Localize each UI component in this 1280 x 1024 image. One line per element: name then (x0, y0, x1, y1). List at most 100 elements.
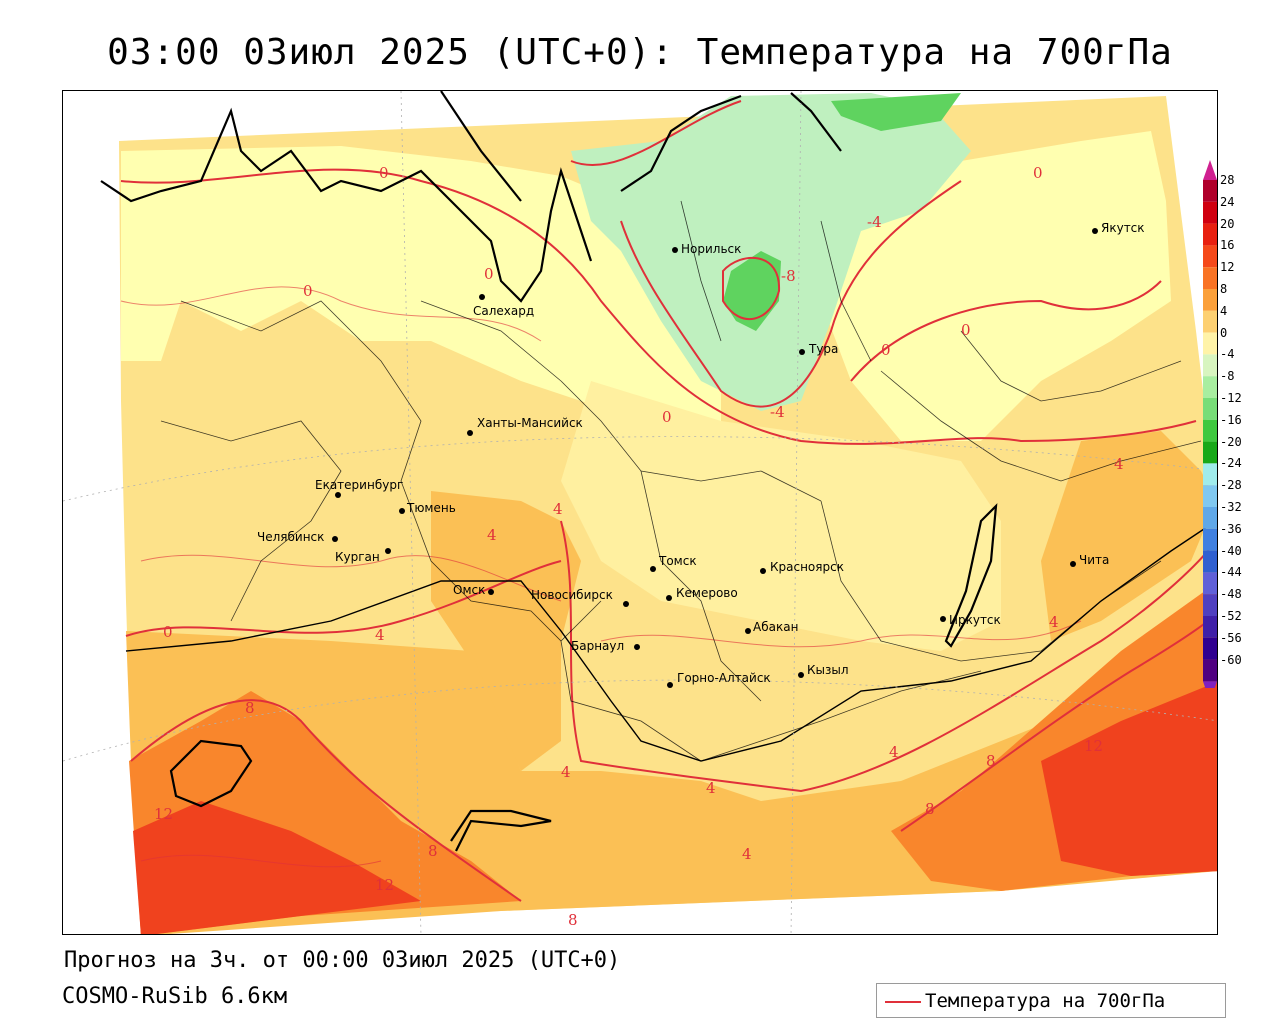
isoline-label: 12 (1084, 737, 1103, 755)
scale-tick-label: 20 (1220, 216, 1235, 231)
isoline-label: 8 (986, 752, 996, 770)
scale-swatch (1203, 376, 1217, 398)
scale-swatch (1203, 201, 1217, 224)
legend-line-swatch (885, 1001, 921, 1003)
isoline-label: 0 (484, 265, 494, 283)
city-abakan[interactable]: Абакан (745, 620, 798, 634)
city-label-norilsk: Норильск (681, 242, 741, 256)
model-info: COSMO-RuSib 6.6км (62, 984, 288, 1009)
scale-swatch (1203, 572, 1217, 595)
state-border (125, 520, 1217, 762)
city-yekaterinburg[interactable]: Екатеринбург (315, 478, 403, 498)
scale-swatch (1203, 528, 1217, 551)
city-irkutsk[interactable]: Иркутск (940, 613, 1001, 627)
isolines (120, 100, 1217, 902)
city-tyumen[interactable]: Тюмень (399, 501, 456, 515)
scale-tick-label: -28 (1220, 478, 1242, 493)
isoline-label: 4 (1049, 613, 1059, 631)
zone-0-siberia (561, 381, 1001, 651)
city-salekhard[interactable]: Салехард (473, 294, 534, 318)
scale-swatch (1203, 550, 1217, 573)
city-label-kyzyl: Кызыл (807, 663, 849, 677)
isoline-labels: 0 0 0 0 0 0 0 0 -4 -8 -4 4 4 4 4 4 4 4 4… (154, 164, 1124, 929)
zone-0-west (121, 146, 721, 421)
scale-tick-label: 28 (1220, 173, 1235, 187)
scale-top-arrow (1203, 160, 1217, 180)
city-gorno-altaysk[interactable]: Горно-Алтайск (667, 671, 771, 688)
city-norilsk[interactable]: Норильск (672, 242, 741, 256)
zone-cold-4 (571, 93, 971, 411)
scale-swatch (1203, 441, 1217, 464)
scale-tick-label: -60 (1220, 652, 1242, 667)
scale-tick-label: -40 (1220, 543, 1242, 558)
isoline-label: 4 (375, 626, 385, 644)
isoline-label: -4 (770, 403, 785, 421)
isoline-label: 0 (163, 623, 173, 641)
isoline-label: 0 (881, 341, 891, 359)
isoline-label: -4 (867, 213, 882, 231)
isoline-label: 4 (561, 763, 571, 781)
scale-tick-label: -16 (1220, 412, 1242, 427)
isoline-label: 0 (961, 321, 971, 339)
legend: Температура на 700гПа (876, 983, 1226, 1018)
city-label-irkutsk: Иркутск (949, 613, 1001, 627)
city-kurgan[interactable]: Курган (335, 548, 391, 564)
isoline-label: 4 (553, 500, 563, 518)
scale-swatch (1203, 180, 1217, 202)
zone-12-southwest (133, 801, 421, 934)
scale-tick-label: -32 (1220, 500, 1242, 514)
city-omsk[interactable]: Омск (453, 583, 494, 597)
city-khanty-mansiysk[interactable]: Ханты-Мансийск (467, 416, 583, 436)
scale-swatch (1203, 637, 1217, 660)
zone-12-southeast (1041, 681, 1217, 876)
scale-swatch (1203, 289, 1217, 311)
isoline-label: 12 (154, 805, 173, 823)
isoline-label: 0 (662, 408, 672, 426)
isoline-label: -8 (781, 267, 796, 285)
city-yakutsk[interactable]: Якутск (1092, 221, 1145, 235)
scale-tick-label: -36 (1220, 521, 1242, 536)
scale-tick-label: 4 (1220, 303, 1228, 318)
zone-cold-8-north (831, 93, 961, 131)
scale-tick-label: -44 (1220, 565, 1242, 580)
scale-swatch (1203, 594, 1217, 616)
coastline (100, 91, 998, 852)
city-tomsk[interactable]: Томск (650, 554, 697, 572)
city-tura[interactable]: Тура (799, 342, 838, 356)
scale-tick-label: 8 (1220, 282, 1228, 296)
map-title: 03:00 03июл 2025 (UTC+0): Температура на… (107, 32, 1173, 73)
city-label-yekaterinburg: Екатеринбург (315, 478, 403, 492)
graticule (63, 91, 1217, 934)
scale-tick-label: -12 (1220, 391, 1242, 405)
scale-tick-label: 0 (1220, 325, 1228, 340)
city-label-krasnoyarsk: Красноярск (770, 560, 844, 574)
city-label-khanty-mansiysk: Ханты-Мансийск (477, 416, 583, 430)
forecast-info: Прогноз на 3ч. от 00:00 03июл 2025 (UTC+… (64, 948, 621, 973)
scale-swatch (1203, 223, 1217, 246)
city-chita[interactable]: Чита (1070, 553, 1109, 567)
city-barnaul[interactable]: Барнаул (571, 639, 640, 653)
map-canvas: Норильск Якутск Салехард Тура Ханты-Манс… (63, 91, 1217, 934)
city-label-chelyabinsk: Челябинск (257, 530, 324, 544)
city-label-novosibirsk: Новосибирск (531, 588, 613, 602)
thin-isolines (120, 286, 1082, 868)
city-chelyabinsk[interactable]: Челябинск (257, 530, 338, 544)
scale-tick-label: -56 (1220, 630, 1242, 645)
isoline-label: 4 (742, 845, 752, 863)
scale-swatch (1203, 354, 1217, 377)
scale-swatch (1203, 398, 1217, 420)
scale-swatch (1203, 332, 1217, 355)
city-label-abakan: Абакан (753, 620, 798, 634)
isoline-label: 12 (375, 876, 394, 894)
city-kyzyl[interactable]: Кызыл (798, 663, 849, 678)
isoline-label: 4 (1114, 455, 1124, 473)
color-scale-bar (1203, 160, 1217, 688)
city-krasnoyarsk[interactable]: Красноярск (760, 560, 844, 574)
city-kemerovo[interactable]: Кемерово (666, 586, 738, 601)
city-label-tura: Тура (808, 342, 838, 356)
scale-tick-label: -8 (1220, 369, 1235, 384)
city-label-tomsk: Томск (658, 554, 697, 568)
city-novosibirsk[interactable]: Новосибирск (531, 588, 629, 607)
city-label-kurgan: Курган (335, 550, 380, 564)
temperature-map[interactable]: Норильск Якутск Салехард Тура Ханты-Манс… (62, 90, 1218, 935)
